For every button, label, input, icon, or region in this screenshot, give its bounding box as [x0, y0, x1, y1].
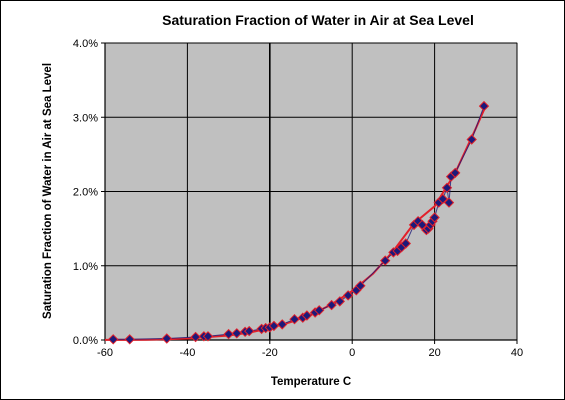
tick-labels: -60 -40 -20 0 20 40 0.0% 1.0% 2.0% 3.0% 4.0%: [73, 38, 523, 359]
y-tick-label: 4.0%: [73, 38, 98, 50]
y-tick-label: 1.0%: [73, 261, 98, 273]
data-point-marker: [437, 193, 449, 205]
data-point-marker: [276, 319, 288, 330]
x-axis-label: Temperature C: [271, 376, 351, 388]
y-tick-label: 2.0%: [73, 187, 98, 199]
data-point-marker: [355, 280, 366, 292]
data-point-marker: [443, 197, 455, 208]
data-point-marker: [313, 305, 325, 316]
data-point-marker: [441, 182, 453, 194]
data-point-marker: [301, 310, 313, 321]
x-tick-label: 40: [511, 347, 523, 359]
data-point-marker: [449, 167, 461, 179]
data-points: [107, 100, 490, 345]
data-point-marker: [124, 334, 135, 345]
data-point-marker: [289, 313, 300, 325]
data-point-marker: [478, 100, 490, 112]
data-point-marker: [190, 331, 201, 343]
y-axis-label: Saturation Fraction of Water in Air at S…: [42, 63, 54, 319]
chart-title: Saturation Fraction of Water in Air at S…: [162, 12, 474, 28]
grid-lines: [101, 42, 518, 344]
x-tick-label: -20: [262, 347, 278, 359]
data-point-marker: [326, 299, 337, 311]
y-tick-label: 0.0%: [73, 335, 98, 347]
data-point-marker: [379, 255, 391, 266]
data-point-marker: [400, 238, 412, 249]
x-tick-label: -60: [97, 347, 113, 359]
data-point-marker: [107, 334, 119, 345]
data-point-marker: [466, 134, 477, 145]
data-point-marker: [334, 296, 346, 307]
data-point-marker: [342, 290, 354, 301]
x-tick-label: 20: [428, 347, 440, 359]
data-point-marker: [243, 325, 255, 337]
data-point-marker: [223, 328, 234, 340]
data-point-marker: [231, 328, 243, 339]
data-point-marker: [268, 320, 280, 332]
data-point-marker: [202, 331, 214, 342]
y-tick-label: 3.0%: [73, 112, 98, 124]
data-point-marker: [161, 333, 173, 344]
data-point-marker: [429, 212, 440, 223]
x-tick-label: 0: [349, 347, 355, 359]
x-tick-label: -40: [179, 347, 195, 359]
